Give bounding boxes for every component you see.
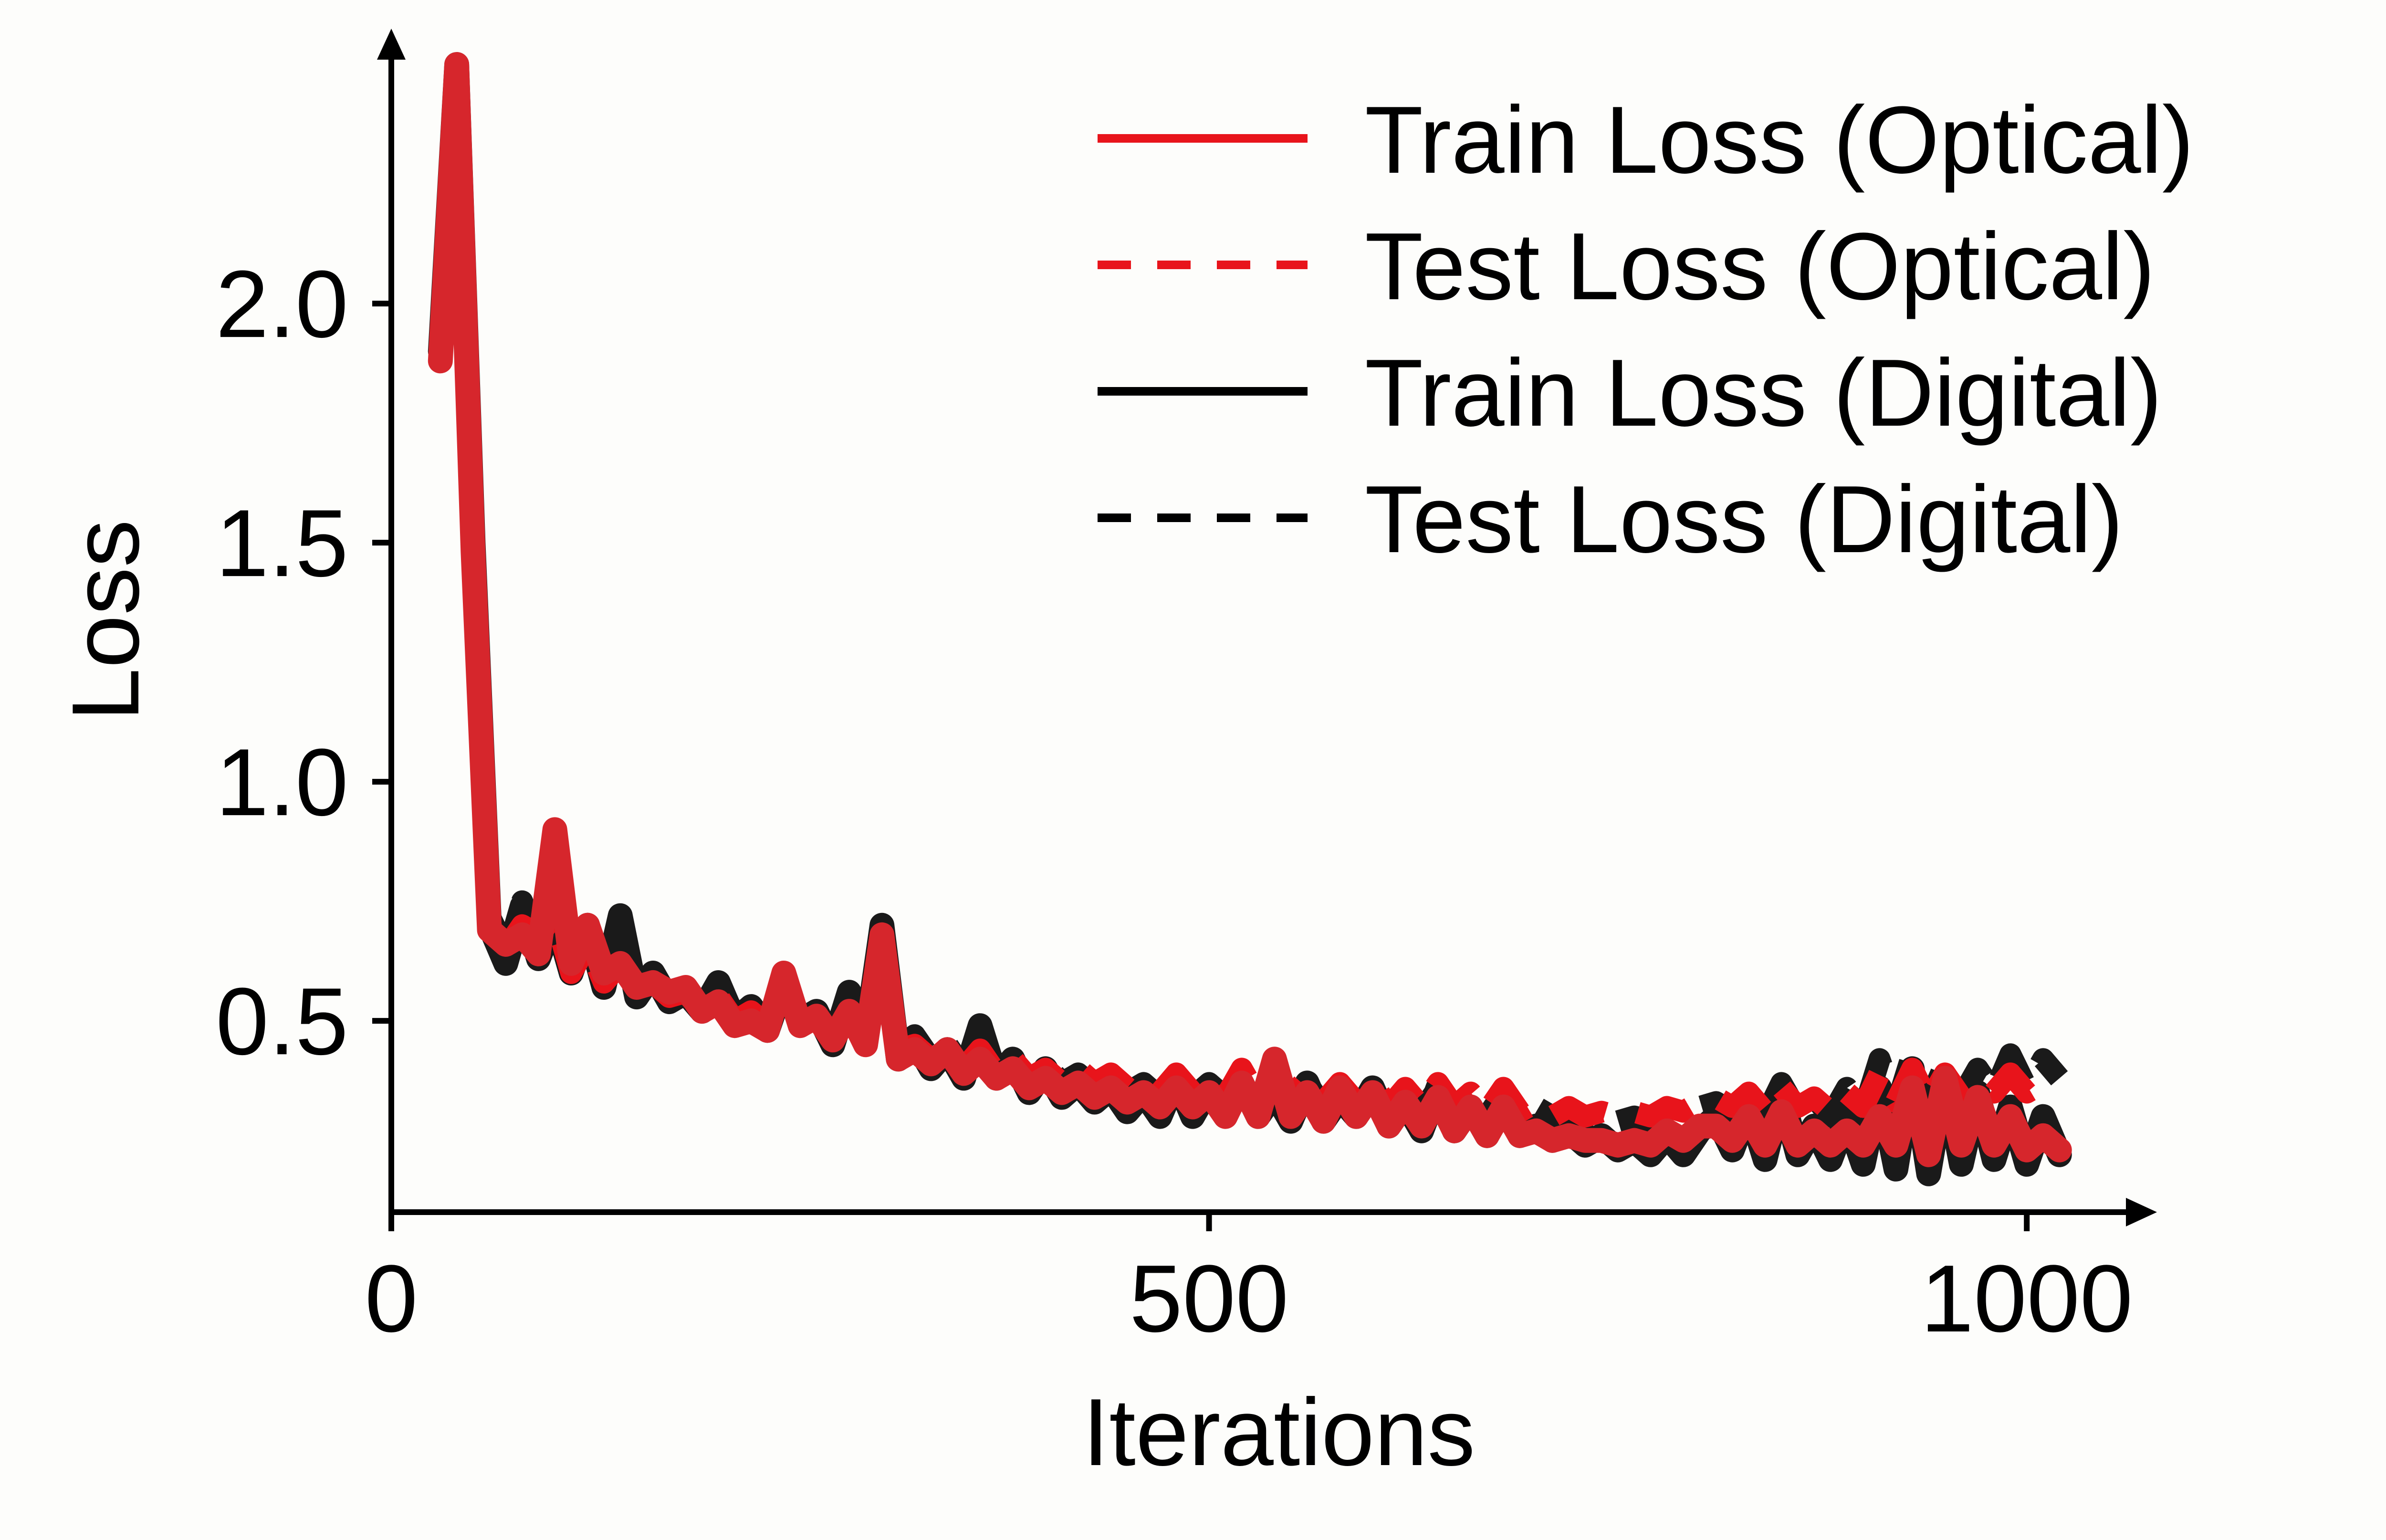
legend: Train Loss (Optical) Test Loss (Optical) T… bbox=[1098, 87, 2194, 573]
x-tick-label: 0 bbox=[365, 1246, 418, 1352]
ticks-layer: 0 500 1000 0.5 1.0 1.5 2.0 bbox=[216, 251, 2133, 1352]
y-tick-label: 1.5 bbox=[216, 490, 348, 597]
legend-label: Test Loss (Optical) bbox=[1365, 213, 2155, 320]
axes-layer bbox=[377, 29, 2157, 1226]
legend-label: Train Loss (Digital) bbox=[1365, 340, 2162, 446]
x-tick-label: 500 bbox=[1130, 1246, 1289, 1352]
series-layer bbox=[428, 52, 2072, 1186]
y-axis-label: Loss bbox=[52, 520, 159, 721]
y-axis-arrow bbox=[377, 29, 406, 60]
legend-label: Train Loss (Optical) bbox=[1365, 87, 2194, 193]
series-train-loss-optical bbox=[428, 52, 2072, 1167]
y-tick-label: 2.0 bbox=[216, 251, 348, 357]
legend-label: Test Loss (Digital) bbox=[1365, 466, 2123, 573]
series-test-loss-optical bbox=[429, 63, 2063, 1128]
y-tick-label: 1.0 bbox=[216, 729, 348, 836]
x-axis-arrow bbox=[2126, 1198, 2157, 1226]
x-axis-label: Iterations bbox=[1083, 1379, 1476, 1486]
x-tick-label: 1000 bbox=[1921, 1246, 2133, 1352]
y-tick-label: 0.5 bbox=[216, 968, 348, 1075]
